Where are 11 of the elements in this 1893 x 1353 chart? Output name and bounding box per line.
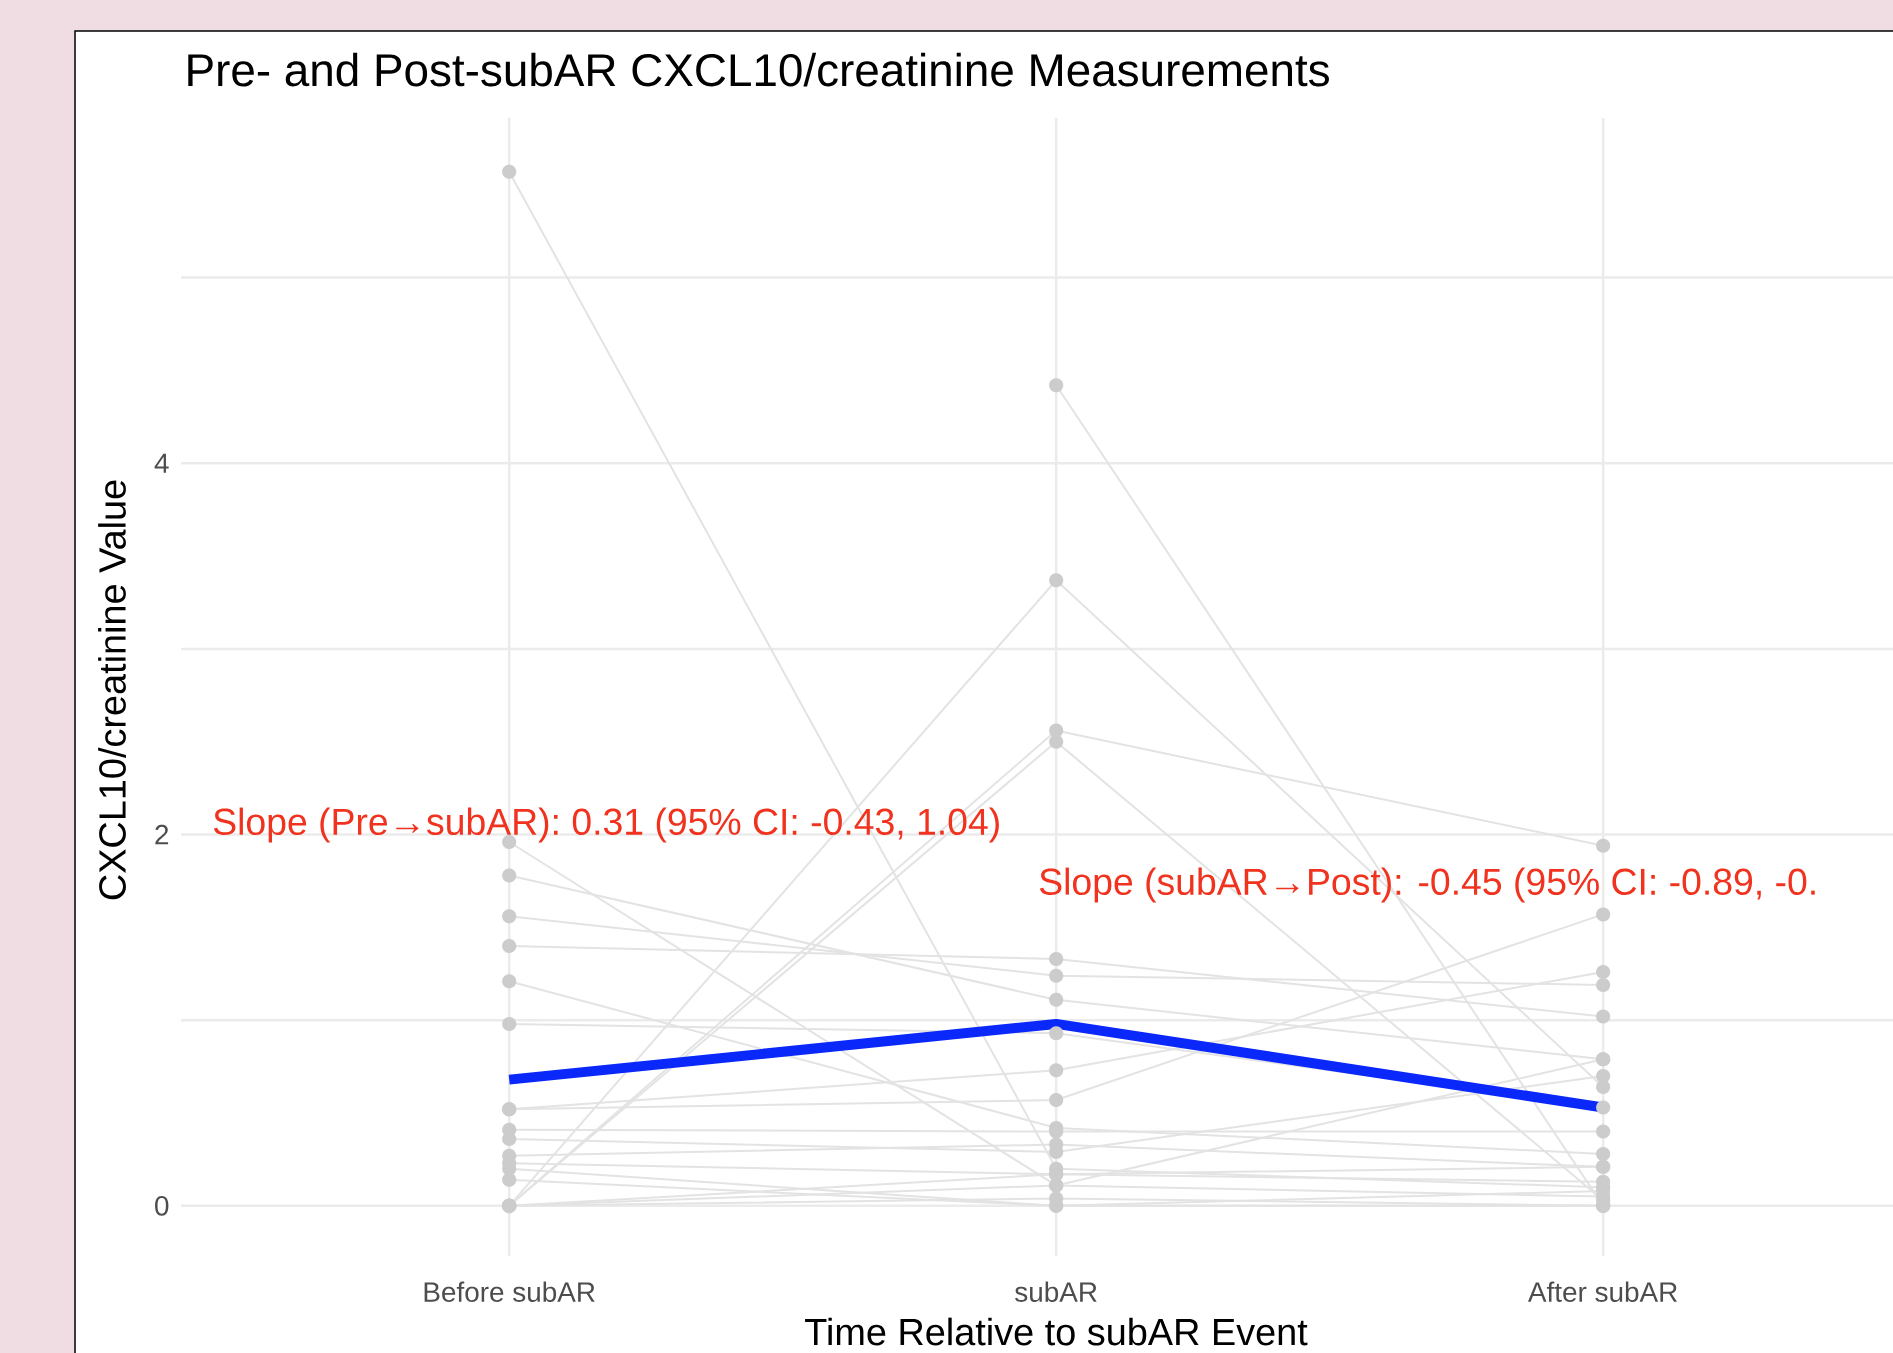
y-tick-label: 0 bbox=[155, 1195, 169, 1216]
x-tick-label: Before subAR bbox=[424, 1281, 595, 1302]
x-tick-label: subAR bbox=[1015, 1281, 1097, 1302]
x-axis-title: Time Relative to subAR Event bbox=[805, 1317, 1308, 1346]
y-tick-label: 4 bbox=[154, 453, 169, 473]
y-axis-title: CXCL10/creatinine Value bbox=[98, 480, 126, 900]
chart-title: Pre- and Post-subAR CXCL10/creatinine Measurements bbox=[188, 52, 1329, 87]
y-tick-label: 2 bbox=[155, 824, 169, 845]
annotation: Slope (subAR→Post): -0.45 (95% CI: -0.89, -0. bbox=[1039, 867, 1815, 903]
x-tick-label: After subAR bbox=[1527, 1281, 1677, 1302]
annotation: Slope (Pre→subAR): 0.31 (95% CI: -0.43, 1.04) bbox=[213, 807, 999, 843]
